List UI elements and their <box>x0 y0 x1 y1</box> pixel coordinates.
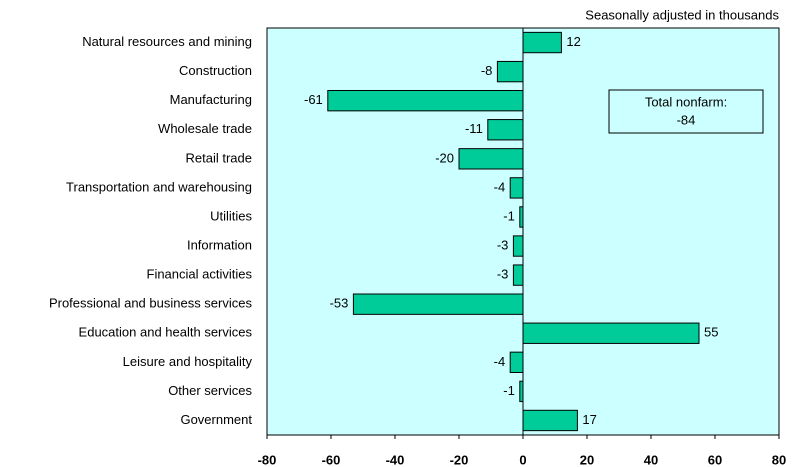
data-label: -11 <box>465 121 483 136</box>
bar <box>496 60 524 83</box>
y-tick-label: Professional and business services <box>49 296 253 311</box>
bar <box>522 322 700 344</box>
data-label: 17 <box>582 412 596 427</box>
data-label: -61 <box>304 92 323 107</box>
x-tick-label: 40 <box>644 452 658 467</box>
annotation-box <box>608 89 764 134</box>
x-tick-label: 60 <box>708 452 722 467</box>
x-tick-label: 0 <box>519 452 526 467</box>
y-tick-label: Utilities <box>210 208 252 223</box>
y-tick-label: Wholesale trade <box>158 121 252 136</box>
annotation-label: Total nonfarm: <box>645 94 727 109</box>
data-label: -8 <box>481 63 493 78</box>
data-label: 12 <box>566 34 580 49</box>
y-tick-label: Retail trade <box>186 150 252 165</box>
data-label: -20 <box>435 150 454 165</box>
bar <box>509 177 524 199</box>
data-label: -53 <box>330 296 349 311</box>
data-label: -1 <box>503 208 515 223</box>
x-tick-label: 20 <box>580 452 594 467</box>
data-label: -1 <box>503 383 515 398</box>
data-label: -3 <box>497 237 509 252</box>
y-tick-label: Leisure and hospitality <box>123 354 253 369</box>
x-tick-label: -40 <box>386 452 405 467</box>
bar <box>522 409 578 432</box>
x-tick-label: -80 <box>258 452 277 467</box>
annotation-value: -84 <box>677 112 696 127</box>
y-tick-label: Other services <box>168 383 252 398</box>
y-tick-label: Manufacturing <box>170 92 252 107</box>
y-tick-label: Information <box>187 237 252 252</box>
bar <box>458 148 524 170</box>
bar <box>522 31 562 54</box>
data-label: -4 <box>494 354 506 369</box>
y-tick-label: Transportation and warehousing <box>66 179 252 194</box>
bar <box>512 264 524 286</box>
y-tick-label: Government <box>180 412 252 427</box>
bar <box>487 119 524 141</box>
bar <box>509 351 524 373</box>
y-tick-label: Education and health services <box>79 325 253 340</box>
x-tick-label: -20 <box>450 452 469 467</box>
data-label: -4 <box>494 179 506 194</box>
x-tick-label: 80 <box>772 452 786 467</box>
bar <box>327 90 524 112</box>
chart-subtitle: Seasonally adjusted in thousands <box>585 7 779 22</box>
y-tick-label: Construction <box>179 63 252 78</box>
bar <box>512 235 524 257</box>
y-tick-label: Natural resources and mining <box>82 34 252 49</box>
data-label: 55 <box>704 325 718 340</box>
data-label: -3 <box>497 267 509 282</box>
bar <box>352 293 524 315</box>
y-tick-label: Financial activities <box>147 267 253 282</box>
x-tick-label: -60 <box>322 452 341 467</box>
